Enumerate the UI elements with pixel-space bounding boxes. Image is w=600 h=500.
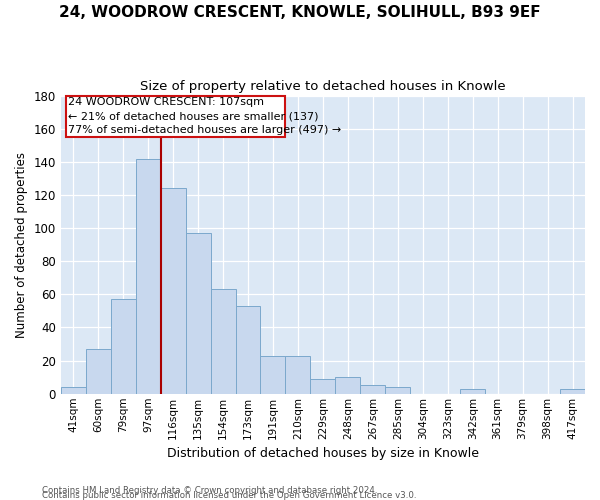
Bar [161,188,185,394]
Bar [236,306,260,394]
Bar [361,386,385,394]
Text: Contains public sector information licensed under the Open Government Licence v3: Contains public sector information licen… [42,491,416,500]
Bar [260,356,286,394]
Bar [286,356,310,394]
Bar [66,96,286,137]
Bar [86,349,111,394]
Bar [385,387,410,394]
Bar [61,387,86,394]
Bar [185,233,211,394]
Text: ← 21% of detached houses are smaller (137): ← 21% of detached houses are smaller (13… [68,112,319,122]
Bar [560,389,585,394]
Bar [310,379,335,394]
Bar [460,389,485,394]
Bar [136,158,161,394]
Text: 24 WOODROW CRESCENT: 107sqm: 24 WOODROW CRESCENT: 107sqm [68,97,264,107]
Bar [211,290,236,394]
X-axis label: Distribution of detached houses by size in Knowle: Distribution of detached houses by size … [167,447,479,460]
Bar [335,377,361,394]
Title: Size of property relative to detached houses in Knowle: Size of property relative to detached ho… [140,80,506,93]
Y-axis label: Number of detached properties: Number of detached properties [15,152,28,338]
Bar [111,300,136,394]
Text: Contains HM Land Registry data © Crown copyright and database right 2024.: Contains HM Land Registry data © Crown c… [42,486,377,495]
Text: 24, WOODROW CRESCENT, KNOWLE, SOLIHULL, B93 9EF: 24, WOODROW CRESCENT, KNOWLE, SOLIHULL, … [59,5,541,20]
Text: 77% of semi-detached houses are larger (497) →: 77% of semi-detached houses are larger (… [68,126,341,136]
